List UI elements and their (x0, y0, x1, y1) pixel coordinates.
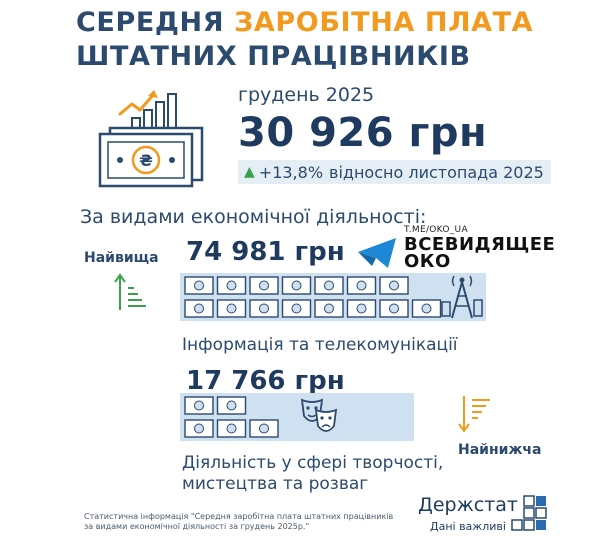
banknote-icon (379, 276, 409, 295)
banknote-icon (379, 299, 409, 318)
banknote-icon (249, 276, 279, 295)
banknote-icon (281, 276, 312, 295)
banknote-icon (346, 299, 377, 318)
brand-slogan: Дані важливі (430, 520, 506, 533)
banknote-icon (216, 419, 247, 438)
banknote-icon (184, 299, 214, 318)
highest-label: Найвища (84, 250, 159, 266)
theatre-masks-icon (298, 396, 340, 440)
telegram-icon (356, 236, 398, 274)
telecom-tower-icon (440, 272, 484, 326)
period-label: грудень 2025 (238, 84, 375, 106)
brand-name: Держстат (418, 494, 518, 516)
footnote: Статистична інформація "Середня заробітн… (84, 512, 404, 532)
watermark-text: ВСЕВИДЯЩЕЕ ОКО (404, 234, 556, 272)
derzhstat-logo (510, 494, 550, 538)
watermark-url: T.ME/OKO_UA (404, 225, 468, 235)
watermark-line1: ВСЕВИДЯЩЕЕ (404, 234, 556, 255)
lowest-label: Найнижча (458, 442, 542, 458)
banknote-icon (184, 419, 214, 438)
highest-category: Інформація та телекомунікації (182, 335, 458, 355)
money-growth-icon: ₴ (96, 88, 208, 190)
title-part1: СЕРЕДНЯ (76, 7, 235, 38)
banknote-icon (184, 276, 214, 295)
highest-salary-bar (180, 273, 486, 321)
banknote-icon (216, 276, 247, 295)
lowest-category: Діяльність у сфері творчості, мистецтва … (182, 453, 462, 495)
watermark-line2: ОКО (404, 251, 451, 272)
banknote-icon (411, 299, 442, 318)
banknote-icon (281, 299, 312, 318)
arrow-down-icon (456, 394, 496, 438)
up-triangle-icon: ▲ (244, 164, 255, 180)
footnote-line2: за видами економічної діяльності за груд… (84, 522, 310, 531)
banknote-icon (346, 276, 377, 295)
change-percent: +13,8% (258, 162, 324, 182)
svg-text:₴: ₴ (139, 151, 153, 170)
banknote-icon (249, 299, 279, 318)
lowest-value: 17 766 грн (186, 366, 345, 396)
banknote-icon (314, 299, 344, 318)
lowest-salary-bar (180, 393, 414, 441)
lowest-category-line2: мистецтва та розваг (182, 474, 369, 494)
change-badge: ▲ +13,8% відносно листопада 2025 (238, 160, 551, 184)
average-salary-value: 30 926 грн (238, 110, 488, 156)
arrow-up-icon (112, 272, 152, 316)
change-text: відносно листопада 2025 (329, 162, 544, 182)
banknote-icon (184, 396, 214, 415)
banknote-icon (216, 396, 247, 415)
title-accent: ЗАРОБІТНА ПЛАТА (234, 7, 534, 38)
banknote-icon (249, 419, 279, 438)
highest-value: 74 981 грн (186, 237, 345, 267)
banknote-icon (216, 299, 247, 318)
title-line2: ШТАТНИХ ПРАЦІВНИКІВ (76, 41, 471, 72)
banknote-icon (314, 276, 344, 295)
lowest-category-line1: Діяльність у сфері творчості, (182, 453, 444, 473)
section-title: За видами економічної діяльності: (80, 206, 427, 228)
page-title: СЕРЕДНЯ ЗАРОБІТНА ПЛАТА ШТАТНИХ ПРАЦІВНИ… (76, 6, 533, 74)
footnote-line1: Статистична інформація "Середня заробітн… (84, 512, 394, 521)
